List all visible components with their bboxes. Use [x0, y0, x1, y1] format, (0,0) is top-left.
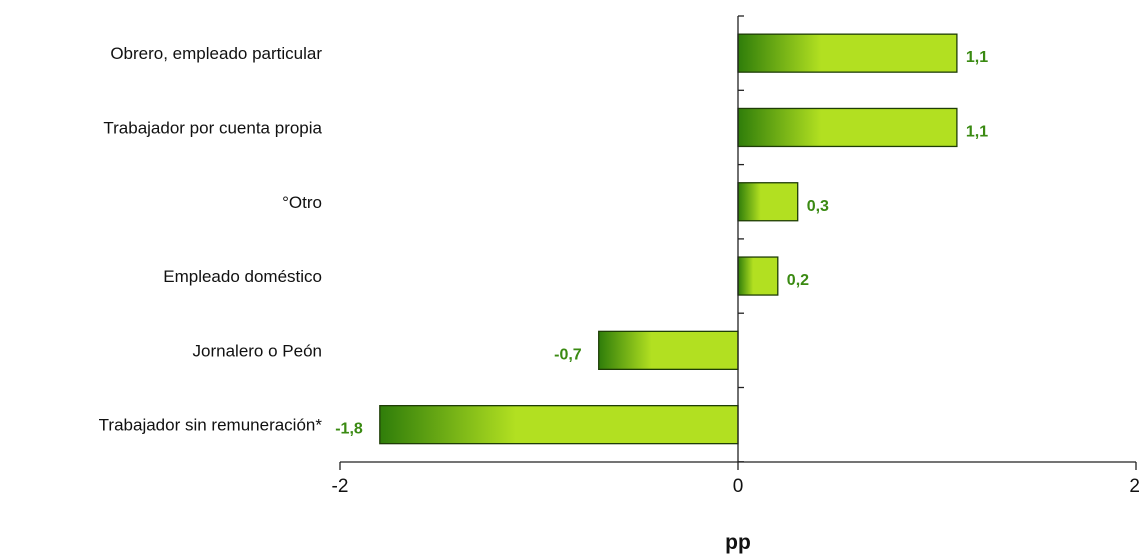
labels-layer: 1,1 Obrero, empleado particular 1,1 Trabaja… [99, 44, 1140, 497]
data-label: 0,3 [807, 198, 829, 215]
data-label: -0,7 [554, 346, 582, 363]
bars-layer [379, 33, 958, 445]
category-label: Obrero, empleado particular [110, 44, 322, 63]
data-label: 1,1 [966, 49, 988, 66]
bar [737, 182, 799, 222]
bar [737, 256, 779, 296]
category-label: Empleado doméstico [163, 267, 322, 286]
data-label: -1,8 [335, 421, 363, 438]
bar [598, 330, 739, 371]
bar [737, 33, 958, 73]
bar [737, 107, 958, 148]
category-label: °Otro [282, 193, 322, 212]
bar [379, 404, 739, 445]
data-label: 1,1 [966, 123, 988, 140]
axes-layer [339, 15, 1137, 470]
data-label: 0,2 [787, 272, 809, 289]
x-tick-label: 0 [733, 476, 744, 497]
x-tick-label: -2 [332, 476, 349, 497]
x-axis-title: pp [725, 531, 751, 554]
category-label: Jornalero o Peón [193, 341, 322, 360]
category-label: Trabajador sin remuneración* [99, 416, 323, 435]
category-label: Trabajador por cuenta propia [103, 118, 322, 137]
x-tick-label: 2 [1129, 476, 1140, 497]
